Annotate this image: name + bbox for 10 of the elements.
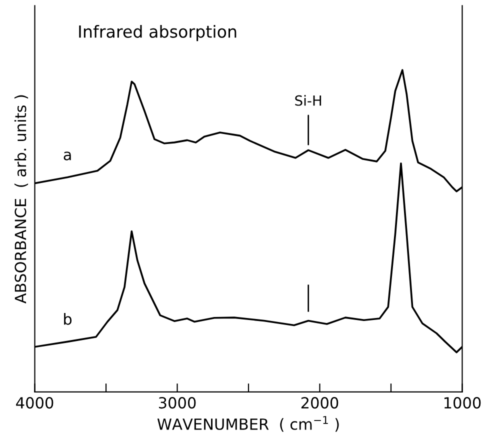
x-tick-label: 4000	[16, 397, 54, 409]
series-label: b	[64, 313, 72, 325]
x-tick-label: 3000	[158, 397, 196, 409]
x-tick-label: 2000	[301, 397, 338, 409]
y-axis-title: ABSORBANCE ( arb. units )	[14, 95, 28, 304]
annotation: Si-H	[295, 95, 322, 106]
x-tick-label: 1000	[444, 397, 481, 409]
series-label: a	[64, 152, 71, 160]
text: Infrared absorption	[79, 24, 236, 42]
x-axis-title: WAVENUMBER ( cm$^{−1}$ )	[157, 416, 339, 432]
